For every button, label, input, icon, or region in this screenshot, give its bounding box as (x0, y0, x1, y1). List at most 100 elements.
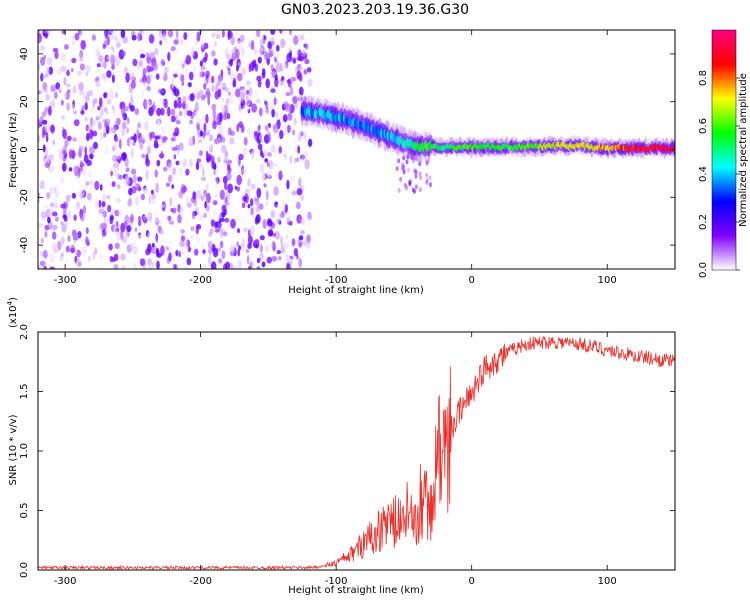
spectrogram-cell (215, 83, 219, 94)
snr-x-tick-label: 100 (598, 576, 617, 587)
spectrogram-cell (125, 119, 129, 124)
spectrogram-cell (279, 30, 283, 34)
snr-x-ticks: -300 -200 -100 0 100 (54, 332, 617, 587)
spectrogram-cell (218, 128, 223, 134)
spectrogram-cell (217, 258, 223, 264)
spectrogram-cell (265, 101, 269, 109)
spectrogram-cell (254, 198, 260, 206)
spectrogram-cell (246, 128, 252, 135)
spectrogram-cell (167, 30, 174, 38)
spectrogram-cell (148, 99, 152, 106)
spectrogram-cell (266, 169, 273, 178)
spectrogram-cell (84, 116, 88, 122)
spectrogram-tail-cell (413, 168, 417, 174)
spectrogram-cell (150, 189, 154, 195)
spectrogram-cell (82, 205, 86, 215)
spectrogram-cell (133, 133, 137, 143)
spectrogram-cell (239, 34, 245, 43)
spectrogram-cell (49, 202, 55, 208)
spectrogram-cell (220, 103, 225, 114)
spectrogram-cell (137, 32, 142, 42)
spectrogram-cell (257, 132, 262, 142)
spectrogram-cell (276, 44, 280, 53)
spectrogram-cell (200, 44, 205, 53)
spectrogram-cell (101, 231, 106, 238)
spectrogram-cell (256, 75, 262, 82)
spectrogram-cell (210, 219, 215, 227)
spectrogram-cell (298, 208, 302, 215)
spectrogram-cell (98, 199, 102, 208)
spectrogram-cell (53, 186, 59, 194)
spectrogram-tail-cell (406, 167, 410, 173)
spectrogram-cell (135, 215, 139, 221)
spectrogram-cell (73, 250, 78, 256)
spectrogram-cell (304, 58, 310, 65)
spectrogram-cell (50, 124, 55, 134)
spectrogram-cell (224, 181, 228, 191)
spectrogram-cell (66, 235, 71, 244)
spectrogram-cell (74, 231, 79, 239)
spectrogram-cell (85, 239, 89, 246)
spectrogram-cell (223, 104, 228, 116)
spectrogram-cell (225, 261, 231, 269)
spectrogram-cell (230, 262, 234, 269)
spectrogram-cell (281, 76, 285, 81)
spectrogram-tail-cell (412, 155, 416, 161)
spectrogram-cell (121, 50, 127, 57)
spectrogram-cell (271, 256, 278, 262)
spectrogram-cell (179, 249, 185, 255)
spectrogram-cell (194, 109, 198, 118)
spectrogram-cell (270, 144, 276, 153)
spectrogram-cell (225, 200, 231, 207)
spectrogram-cell (46, 192, 51, 199)
spectrogram-cell (126, 137, 131, 147)
spectrogram-cell (180, 229, 185, 234)
spectrogram-cell (227, 94, 234, 104)
spectrogram-cell (101, 201, 106, 208)
spectrogram-cell (128, 197, 133, 205)
spectrogram-cell (143, 189, 149, 194)
spectrogram-cell (241, 67, 246, 76)
spectrogram-cell (221, 30, 225, 38)
spectrogram-cell (174, 136, 179, 143)
spectrogram-cell (274, 56, 278, 63)
spectrogram-cell (110, 170, 113, 177)
snr-frame (37, 331, 676, 571)
spectrogram-cell (111, 64, 115, 70)
spectrogram-cell (106, 98, 112, 105)
spectrogram-cell (72, 137, 77, 142)
spectrogram-cell (147, 232, 152, 242)
spectrogram-cell (40, 237, 44, 244)
spectrogram-cell (88, 171, 92, 178)
spectrogram-cell (173, 131, 179, 137)
spectrogram-cell (134, 227, 138, 232)
spectrogram-cell (165, 205, 168, 213)
spectrogram-cell (109, 35, 114, 40)
spectrogram-cell (66, 102, 70, 112)
spectrogram-cell (56, 67, 62, 76)
spectrogram-cell (62, 128, 67, 140)
spectrogram-cell (298, 235, 304, 241)
spectrogram-cell (274, 231, 280, 240)
spectrogram-cell (113, 166, 119, 177)
spectrogram-cell (208, 144, 212, 151)
spectrogram-cell (112, 141, 117, 152)
spectrogram-cell (130, 136, 135, 141)
spectrogram-cell (130, 80, 136, 89)
spectrogram-cell (192, 64, 198, 73)
spectrogram-cell (196, 158, 202, 163)
spectrogram-cell (303, 69, 308, 75)
spectrogram-cell (214, 90, 220, 100)
spectrogram-cell (234, 48, 240, 59)
spectrogram-cell (155, 182, 159, 193)
spectrogram-cell (190, 226, 195, 231)
spectrogram-cell (182, 52, 187, 62)
spectrogram-cell (278, 208, 284, 219)
spectrogram-cell (272, 232, 276, 237)
spectrogram-cell (70, 244, 76, 253)
spectrogram-cell (306, 240, 311, 249)
spectrogram-cell (214, 169, 218, 176)
spectrogram-cell (120, 115, 125, 122)
spectrogram-cell (265, 177, 270, 188)
